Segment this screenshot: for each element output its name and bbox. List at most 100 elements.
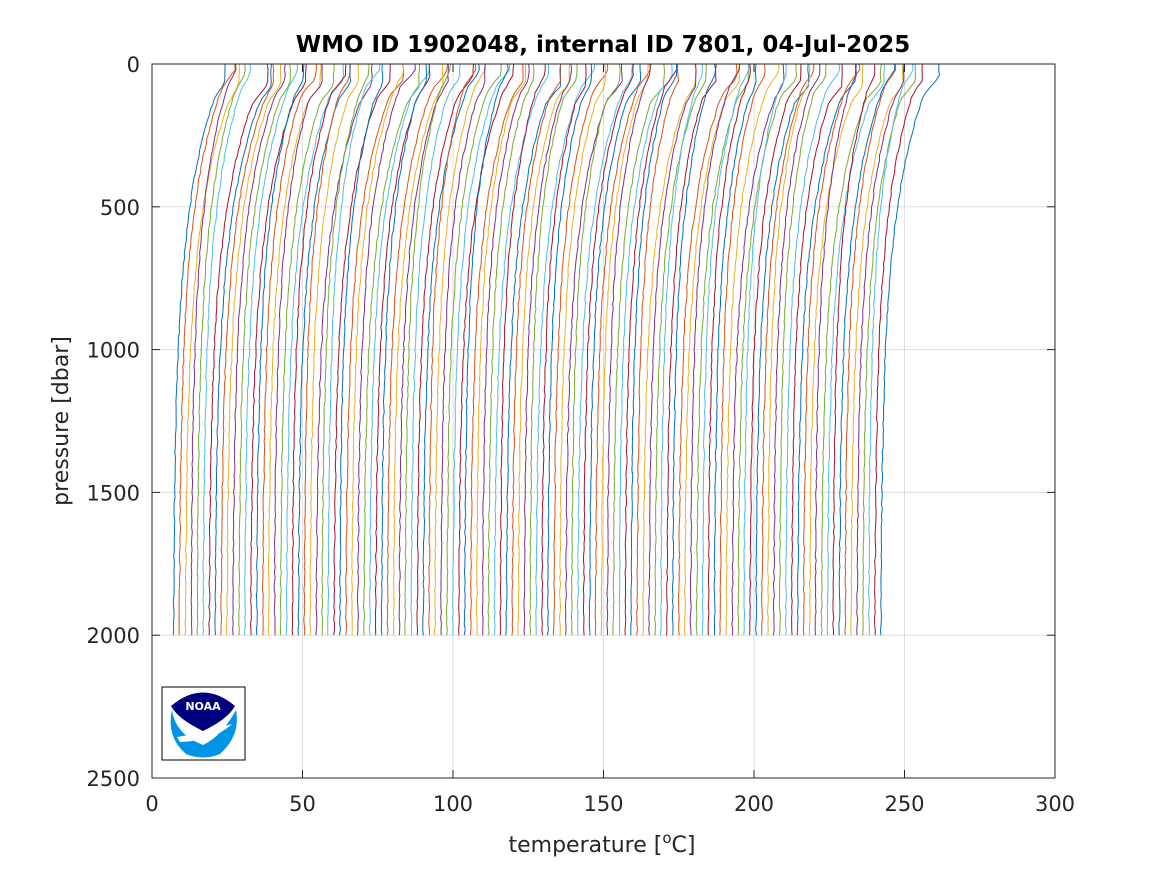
profile-line xyxy=(523,63,573,636)
profile-line xyxy=(255,63,305,636)
profile-line xyxy=(386,63,448,636)
profile-line xyxy=(766,63,811,636)
x-tick-label: 0 xyxy=(145,792,158,816)
profile-line xyxy=(172,63,226,636)
profile-line xyxy=(582,63,634,636)
profile-line xyxy=(475,63,527,636)
profile-line xyxy=(327,63,381,636)
profile-line xyxy=(309,63,359,636)
x-tick-label: 100 xyxy=(433,792,473,816)
x-tick-label: 50 xyxy=(289,792,316,816)
profile-line xyxy=(499,64,546,636)
profile-line xyxy=(220,63,275,636)
profile-line xyxy=(749,63,802,636)
profile-line xyxy=(184,63,240,636)
profile-line xyxy=(600,63,649,636)
profile-line xyxy=(755,63,810,636)
profile-line xyxy=(796,63,857,636)
profile-line xyxy=(547,63,593,636)
profile-line xyxy=(642,64,697,636)
profile-line xyxy=(451,63,510,636)
profile-line xyxy=(445,64,502,636)
profile-line xyxy=(802,63,861,636)
profile-line xyxy=(410,63,461,636)
profile-line xyxy=(434,63,487,636)
profile-line xyxy=(630,63,678,636)
profile-line xyxy=(339,63,384,636)
svg-text:NOAA: NOAA xyxy=(185,700,221,713)
profile-line xyxy=(261,63,317,636)
noaa-logo: NOAA xyxy=(161,686,246,761)
profile-line xyxy=(178,63,236,636)
profile-line xyxy=(428,63,477,636)
profile-line xyxy=(238,63,291,636)
profile-line xyxy=(267,63,322,636)
profile-line xyxy=(873,63,923,636)
profile-line xyxy=(612,63,665,636)
profile-line xyxy=(416,63,474,636)
profile-line xyxy=(535,63,595,636)
profile-line xyxy=(380,63,428,636)
profile-line xyxy=(660,63,703,636)
profile-line xyxy=(196,63,246,636)
y-tick-label: 500 xyxy=(100,196,140,220)
profile-line xyxy=(558,63,606,636)
profile-line xyxy=(671,63,717,636)
profile-line xyxy=(291,63,347,636)
profile-line xyxy=(648,63,697,636)
profile-line xyxy=(808,64,864,636)
profile-line xyxy=(778,63,827,636)
profile-line xyxy=(879,63,940,636)
profile-line xyxy=(606,63,651,636)
profile-line xyxy=(226,64,282,636)
profile-line xyxy=(511,63,562,636)
profile-line xyxy=(202,63,252,636)
profile-line xyxy=(862,63,916,636)
profile-line xyxy=(345,63,405,636)
profile-line xyxy=(856,63,905,636)
profile-line xyxy=(392,63,444,636)
profile-line xyxy=(689,63,741,636)
y-axis-label: pressure [dbar] xyxy=(49,336,74,506)
temperature-profiles xyxy=(172,63,940,636)
profile-line xyxy=(249,63,307,636)
profile-line xyxy=(487,63,535,636)
profile-line xyxy=(666,63,717,636)
profile-line xyxy=(719,63,766,636)
y-tick-label: 2000 xyxy=(87,624,140,648)
y-tick-label: 0 xyxy=(127,53,140,77)
profile-line xyxy=(404,63,451,636)
profile-line xyxy=(743,63,787,636)
profile-line xyxy=(725,63,780,636)
profile-line xyxy=(279,64,335,636)
chart-title: WMO ID 1902048, internal ID 7801, 04-Jul… xyxy=(296,32,911,58)
profile-line xyxy=(713,63,757,636)
x-tick-label: 300 xyxy=(1035,792,1075,816)
profile-line xyxy=(208,63,269,636)
profile-line xyxy=(832,63,876,636)
profile-line xyxy=(826,63,885,636)
profile-line xyxy=(321,63,370,636)
x-tick-label: 150 xyxy=(583,792,623,816)
profile-line xyxy=(784,63,841,636)
x-axis-label: temperature [oC] xyxy=(508,829,695,858)
profile-line xyxy=(731,63,785,636)
profile-line xyxy=(564,64,623,636)
profile-line xyxy=(761,63,815,636)
tick-marks xyxy=(151,63,1056,779)
x-tick-label: 250 xyxy=(884,792,924,816)
profile-line xyxy=(440,63,486,636)
profile-line xyxy=(470,63,524,636)
x-tick-label: 200 xyxy=(734,792,774,816)
profile-line xyxy=(244,63,298,636)
y-tick-label: 1500 xyxy=(87,481,140,505)
profile-line xyxy=(285,63,345,636)
profile-line xyxy=(814,63,857,636)
profile-line xyxy=(356,63,416,636)
profile-line xyxy=(701,64,750,636)
y-tick-label: 2500 xyxy=(87,767,140,791)
profile-line xyxy=(273,63,323,636)
profile-line xyxy=(594,63,652,636)
profile-line xyxy=(214,63,272,636)
